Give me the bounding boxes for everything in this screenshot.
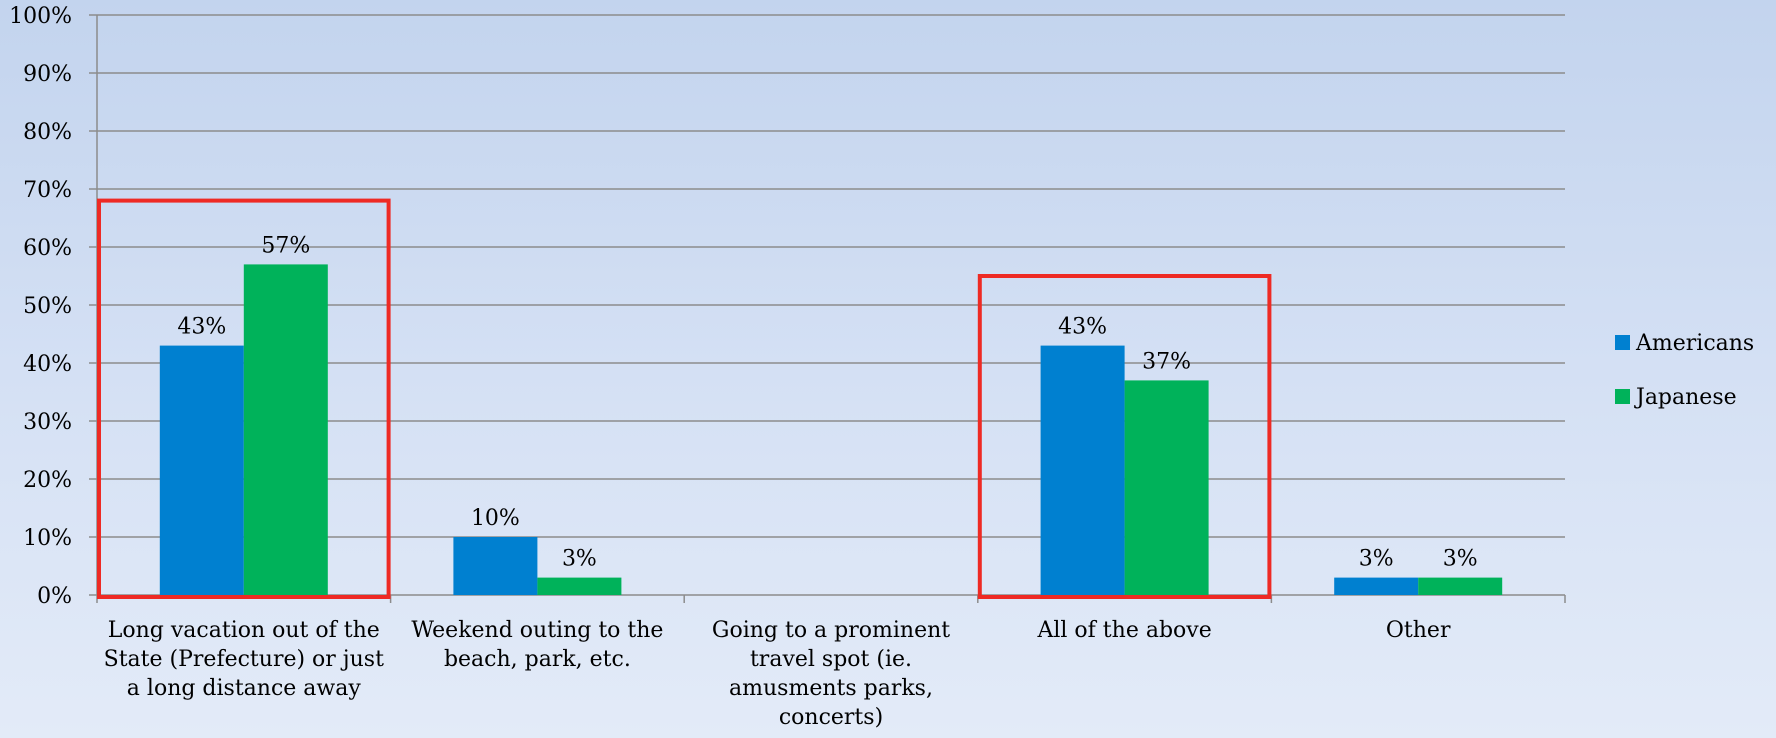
data-label: 43% bbox=[1058, 315, 1107, 340]
bar-americans-0 bbox=[159, 345, 244, 595]
x-category-label-line: amusments parks, bbox=[729, 676, 933, 701]
data-label: 57% bbox=[261, 233, 310, 258]
x-category-label: Going to a prominent travel spot (ie. amus… bbox=[712, 618, 950, 730]
data-label: 43% bbox=[177, 315, 226, 340]
data-label: 3% bbox=[1443, 547, 1478, 572]
bar-americans-1 bbox=[453, 537, 538, 595]
bars bbox=[159, 264, 1503, 595]
data-labels: 43% 10% 43% 3% 57% 3% 37% 3% bbox=[177, 233, 1477, 571]
highlight-boxes bbox=[97, 198, 1272, 599]
x-category-label-line: Long vacation out of the bbox=[108, 618, 380, 643]
legend-swatch-americans bbox=[1615, 335, 1630, 350]
y-tick-label: 50% bbox=[23, 294, 72, 319]
x-category-label-line: State (Prefecture) or just bbox=[104, 647, 384, 672]
highlight-box bbox=[97, 198, 391, 599]
category-labels: Long vacation out of the State (Prefectur… bbox=[104, 618, 1451, 730]
x-category-label-line: Other bbox=[1386, 618, 1451, 643]
y-tick-label: 70% bbox=[23, 178, 72, 203]
y-tick-label: 100% bbox=[9, 4, 72, 29]
y-tick-label: 20% bbox=[23, 468, 72, 493]
data-label: 3% bbox=[1359, 547, 1394, 572]
x-category-label-line: Weekend outing to the bbox=[411, 618, 663, 643]
data-label: 37% bbox=[1142, 349, 1191, 374]
x-category-label-line: concerts) bbox=[779, 705, 883, 730]
x-category-label: Weekend outing to the beach, park, etc. bbox=[411, 618, 663, 672]
y-tick-label: 90% bbox=[23, 62, 72, 87]
x-category-label: Other bbox=[1386, 618, 1451, 643]
gridlines bbox=[97, 14, 1565, 538]
y-tick-label: 80% bbox=[23, 120, 72, 145]
bar-americans-3 bbox=[1040, 345, 1125, 595]
y-tick-label: 10% bbox=[23, 526, 72, 551]
y-tick-label: 40% bbox=[23, 352, 72, 377]
legend: Americans Japanese bbox=[1615, 331, 1754, 410]
bar-japanese-4 bbox=[1418, 577, 1503, 595]
x-category-label-line: travel spot (ie. bbox=[750, 647, 912, 672]
y-axis-tick-labels: 0% 10% 20% 30% 40% 50% 60% 70% 80% 90% 100% bbox=[9, 4, 72, 609]
y-tick-label: 0% bbox=[37, 584, 72, 609]
y-tick-label: 30% bbox=[23, 410, 72, 435]
x-category-label-line: a long distance away bbox=[127, 676, 362, 701]
legend-label-japanese: Japanese bbox=[1634, 385, 1737, 410]
legend-swatch-japanese bbox=[1615, 389, 1630, 404]
x-category-label-line: beach, park, etc. bbox=[444, 647, 631, 672]
x-category-label: All of the above bbox=[1036, 618, 1211, 643]
legend-label-americans: Americans bbox=[1635, 331, 1754, 356]
data-label: 10% bbox=[471, 506, 520, 531]
y-tick-label: 60% bbox=[23, 236, 72, 261]
x-category-label-line: All of the above bbox=[1036, 618, 1211, 643]
data-label: 3% bbox=[562, 547, 597, 572]
x-category-label: Long vacation out of the State (Prefectur… bbox=[104, 618, 384, 701]
bar-americans-4 bbox=[1334, 577, 1419, 595]
highlight-box bbox=[977, 274, 1272, 599]
x-category-label-line: Going to a prominent bbox=[712, 618, 950, 643]
bar-japanese-3 bbox=[1124, 380, 1209, 595]
bar-japanese-1 bbox=[537, 577, 622, 595]
bar-japanese-0 bbox=[243, 264, 328, 595]
